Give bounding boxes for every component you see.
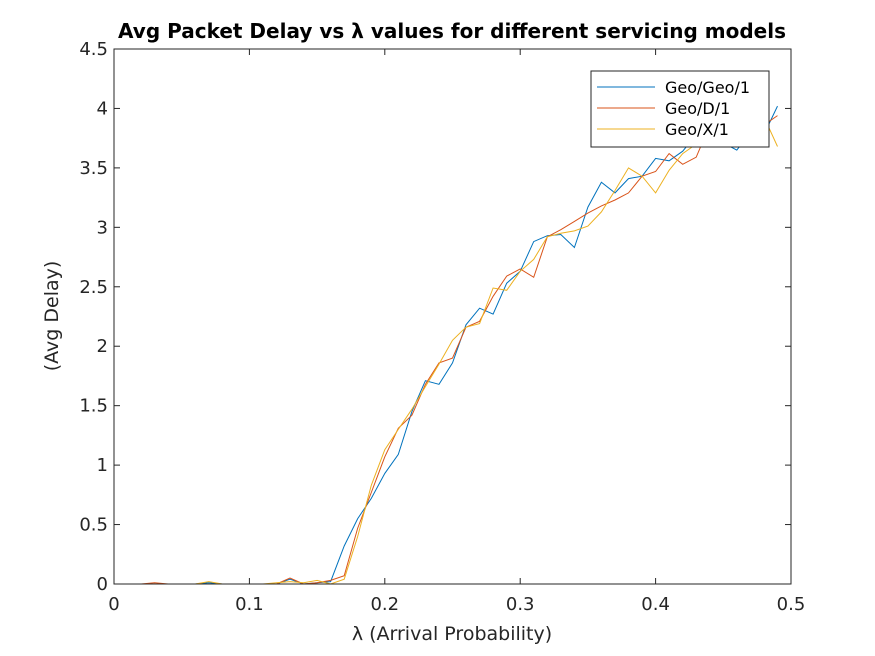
y-tick-label: 1 <box>97 455 108 476</box>
y-tick-label: 1.5 <box>79 396 108 417</box>
series-layer <box>127 105 778 585</box>
x-axis-label: λ (Arrival Probability) <box>352 623 552 645</box>
legend-box <box>590 70 770 148</box>
series-line-1 <box>127 115 778 585</box>
ticks-layer: 0 0.1 0.2 0.3 0.4 0.5 0 0.5 1 1.5 2 2.5 3 3.5 4 4.5 <box>79 39 805 615</box>
x-tick-label: 0.2 <box>370 594 399 615</box>
y-tick-label: 2.5 <box>79 277 108 298</box>
axes-box <box>113 48 792 585</box>
y-tick-label: 4 <box>97 98 108 119</box>
x-tick-label: 0.5 <box>777 594 806 615</box>
legend: Geo/Geo/1 Geo/D/1 Geo/X/1 <box>590 70 770 148</box>
series-line-2 <box>127 115 778 585</box>
y-tick-label: 4.5 <box>79 39 108 60</box>
x-tick-label: 0.1 <box>235 594 264 615</box>
y-axis-label: (Avg Delay) <box>41 261 63 372</box>
y-tick-label: 0.5 <box>79 515 108 536</box>
legend-entries: Geo/Geo/1 Geo/D/1 Geo/X/1 <box>597 78 750 139</box>
x-tick-label: 0.4 <box>641 594 670 615</box>
legend-label-0: Geo/Geo/1 <box>665 78 750 97</box>
legend-label-1: Geo/D/1 <box>665 99 730 118</box>
chart-title: Avg Packet Delay vs λ values for differe… <box>118 19 786 43</box>
y-tick-label: 0 <box>97 574 108 595</box>
series-line-0 <box>127 105 778 585</box>
x-tick-label: 0 <box>108 594 119 615</box>
x-tick-label: 0.3 <box>506 594 535 615</box>
y-tick-label: 3.5 <box>79 158 108 179</box>
y-tick-label: 3 <box>97 217 108 238</box>
legend-label-2: Geo/X/1 <box>665 120 729 139</box>
y-tick-label: 2 <box>97 336 108 357</box>
